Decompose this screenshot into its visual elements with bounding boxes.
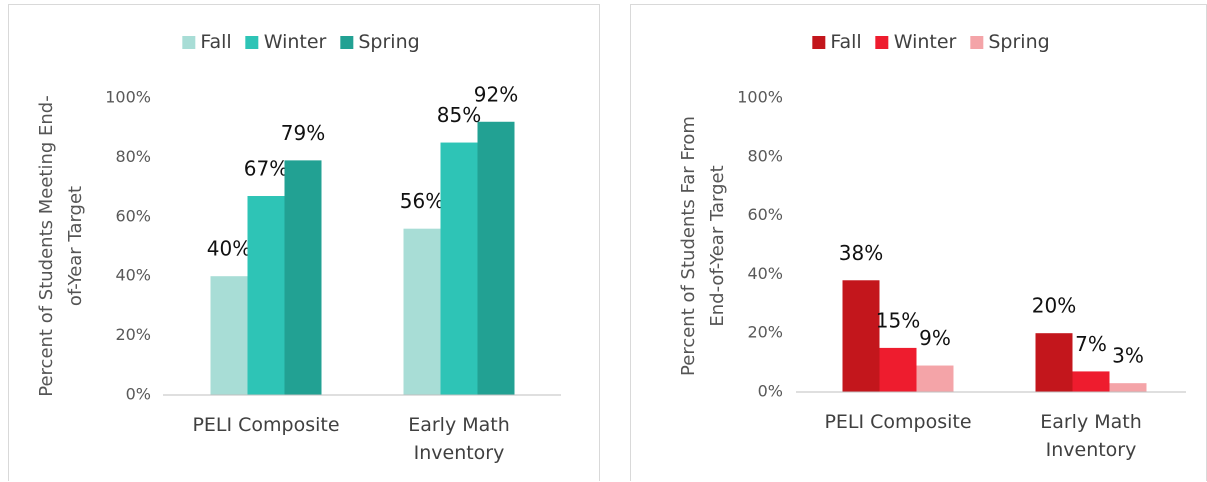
legend-item: Spring (340, 31, 420, 53)
legend-swatch (812, 35, 826, 49)
bar (477, 121, 515, 395)
chart-panel: 0% 20% 40% 60% 80% 100% 38% 20% 15% 7% 9% 3% PELI Co… (630, 4, 1207, 481)
legend-swatch (182, 35, 196, 49)
chart: 0% 20% 40% 60% 80% 100% 40% 56% 67% 85% 79% 92% (105, 82, 561, 404)
legend-label: Winter (893, 31, 957, 53)
bar (1072, 371, 1110, 392)
legend-swatch (970, 35, 984, 49)
y-tick-label: 0% (758, 382, 783, 401)
legend-label: Spring (358, 31, 420, 53)
y-tick-label: 100% (737, 88, 783, 107)
data-label: 7% (1075, 332, 1107, 356)
y-tick-label: 0% (126, 385, 151, 404)
bar (284, 160, 322, 395)
legend: Fall Winter Spring (812, 31, 1050, 53)
data-label: 79% (281, 121, 325, 145)
bar (1035, 333, 1073, 392)
legend: Fall Winter Spring (182, 31, 420, 53)
data-label: 85% (437, 103, 481, 127)
legend-label: Spring (988, 31, 1050, 53)
bar (1109, 383, 1147, 392)
data-label: 3% (1112, 344, 1144, 368)
bar (842, 280, 880, 392)
data-label: 67% (244, 157, 288, 181)
data-label: 40% (207, 237, 251, 261)
x-tick-label: Early Math Inventory (408, 414, 510, 464)
legend-label: Winter (263, 31, 327, 53)
y-tick-label: 80% (747, 146, 783, 165)
legend-swatch (875, 35, 889, 49)
data-label: 15% (876, 308, 920, 332)
data-label: 56% (400, 189, 444, 213)
chart: 0% 20% 40% 60% 80% 100% 38% 20% 15% 7% 9% 3% (737, 88, 1186, 401)
y-tick-label: 60% (115, 206, 151, 225)
legend-item: Winter (875, 31, 957, 53)
legend-swatch (340, 35, 354, 49)
legend-item: Fall (812, 31, 862, 53)
y-axis-title: Percent of Students Meeting End-of-Year … (36, 95, 86, 397)
data-label: 9% (919, 326, 951, 350)
bar (879, 347, 917, 392)
y-tick-label: 20% (115, 325, 151, 344)
legend-item: Fall (182, 31, 232, 53)
y-tick-label: 40% (115, 266, 151, 285)
bar (403, 228, 441, 395)
bar (916, 365, 954, 392)
y-tick-label: 20% (747, 323, 783, 342)
data-label: 92% (474, 82, 518, 106)
y-tick-label: 60% (747, 205, 783, 224)
chart-panel: 0% 20% 40% 60% 80% 100% 40% 56% 67% 85% 79% 92% PELI… (8, 4, 600, 481)
x-tick-label: Early Math Inventory (1040, 411, 1142, 461)
bar (247, 196, 285, 395)
y-tick-label: 100% (105, 88, 151, 107)
x-tick-label: PELI Composite (824, 411, 972, 433)
legend-label: Fall (200, 31, 232, 53)
data-label: 38% (839, 241, 883, 265)
y-tick-label: 80% (115, 147, 151, 166)
bar (440, 142, 478, 395)
legend-item: Spring (970, 31, 1050, 53)
y-tick-label: 40% (747, 264, 783, 283)
y-axis-title: Percent of Students Far From End-of-Year… (678, 116, 728, 376)
data-label: 20% (1032, 294, 1076, 318)
x-tick-label: PELI Composite (192, 414, 340, 436)
bar (210, 276, 248, 395)
legend-swatch (245, 35, 259, 49)
legend-item: Winter (245, 31, 327, 53)
legend-label: Fall (830, 31, 862, 53)
